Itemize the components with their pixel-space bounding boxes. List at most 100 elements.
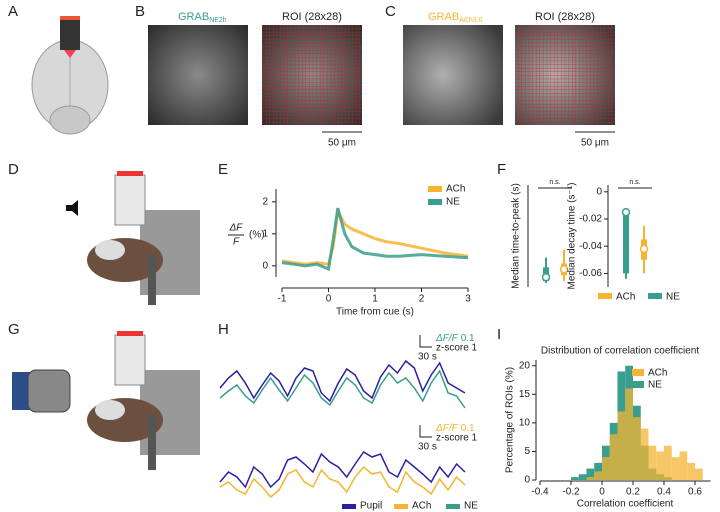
bar — [602, 457, 610, 480]
x-tick-label: 0.4 — [657, 487, 671, 498]
panel-label: I — [497, 326, 501, 343]
image-title: ROI (28x28) — [282, 11, 342, 23]
brain-illustration — [31, 16, 109, 135]
legend-label: NE — [666, 292, 680, 303]
y-label-unit: (%) — [249, 230, 265, 241]
y-tick-label: -0.02 — [579, 214, 602, 225]
legend-label: NE — [464, 501, 478, 512]
panel-label: A — [8, 3, 18, 20]
bar — [594, 471, 602, 480]
bar — [695, 468, 703, 480]
y-axis-label: Median time-to-peak (s) — [511, 183, 522, 289]
scale-bar — [419, 425, 432, 438]
legend-swatch — [446, 504, 460, 509]
legend-label: ACh — [412, 501, 431, 512]
scale-label: 30 s — [418, 442, 437, 453]
y-tick-label: 2 — [262, 196, 268, 207]
bar — [586, 477, 595, 480]
scale-label: 50 μm — [581, 138, 609, 149]
legend-swatch — [632, 381, 644, 388]
x-tick-label: 0 — [599, 487, 605, 498]
line — [281, 206, 469, 266]
y-axis-label: Percentage of ROIs (%) — [505, 367, 516, 473]
scale-label: ΔF/F 0.1 — [435, 333, 475, 344]
scale-label: 50 μm — [328, 138, 356, 149]
trace — [219, 369, 466, 409]
y-tick-label: 0 — [596, 186, 602, 197]
y-tick-label: -0.06 — [579, 268, 602, 279]
legend-swatch — [648, 293, 662, 299]
x-tick-label: 0 — [326, 294, 332, 305]
x-tick-label: -0.4 — [531, 487, 549, 498]
panel-label: B — [135, 3, 145, 20]
median — [559, 265, 569, 274]
roi-grid — [262, 25, 362, 125]
y-label-den: F — [233, 237, 240, 248]
chart-title: Distribution of correlation coefficient — [541, 346, 699, 357]
x-tick-label: 0.2 — [626, 487, 640, 498]
y-tick-label: 0 — [262, 260, 268, 271]
panel-label: C — [385, 3, 396, 20]
median — [541, 272, 551, 282]
annotation: n.s. — [629, 179, 640, 186]
x-axis-label: Time from cue (s) — [336, 307, 414, 318]
y-tick-label: 0 — [524, 475, 530, 486]
bar — [633, 417, 641, 480]
x-tick-label: 0.6 — [688, 487, 702, 498]
bar — [578, 474, 587, 480]
bar — [648, 445, 657, 480]
image-title: GRABNE2h — [178, 11, 227, 24]
scale-dff-value: 0.1 — [461, 333, 475, 344]
legend-swatch — [342, 504, 356, 509]
legend-label: Pupil — [360, 501, 382, 512]
x-tick-label: 3 — [465, 294, 471, 305]
y-label-num: ΔF — [229, 223, 244, 234]
y-tick-label: 15 — [519, 389, 531, 400]
trace — [219, 465, 466, 499]
scale-label: z-score 1 — [436, 343, 478, 354]
x-axis-label: Correlation coefficient — [577, 499, 674, 510]
image-ach — [403, 25, 503, 125]
mouse-illustration — [66, 171, 200, 305]
bar — [671, 457, 680, 480]
bar — [586, 468, 595, 480]
legend-label: ACh — [616, 292, 635, 303]
box — [623, 209, 629, 274]
annotation: n.s. — [549, 179, 560, 186]
bar — [640, 428, 649, 480]
panel-label: E — [218, 161, 228, 178]
bar — [656, 451, 664, 480]
median — [639, 244, 649, 254]
legend-label: NE — [648, 380, 662, 391]
scale-dff: ΔF/F — [435, 333, 459, 344]
legend-label: ACh — [648, 368, 667, 379]
legend-label: ACh — [446, 184, 465, 195]
trace — [219, 451, 466, 489]
panel-label: G — [8, 321, 20, 338]
panel-label: D — [8, 161, 19, 178]
legend-swatch — [428, 186, 442, 192]
bar — [617, 411, 626, 480]
bar — [571, 477, 579, 480]
scale-dff: ΔF/F — [435, 423, 459, 434]
bar — [625, 388, 633, 480]
x-tick-label: -0.2 — [562, 487, 580, 498]
y-tick-label: -0.04 — [579, 241, 602, 252]
panel-label: F — [497, 161, 506, 178]
mouse-illustration — [12, 331, 200, 470]
y-tick-label: 20 — [519, 360, 531, 371]
legend-swatch — [632, 369, 644, 376]
median — [621, 207, 631, 217]
bar — [687, 462, 695, 480]
scale-label: 30 s — [418, 352, 437, 363]
y-tick-label: 5 — [524, 446, 530, 457]
bar — [679, 451, 688, 480]
bar — [609, 434, 618, 480]
legend-swatch — [598, 293, 612, 299]
image-title: GRABACh3.0 — [428, 11, 483, 24]
y-axis-label: Median decay time (s⁻¹) — [567, 183, 578, 290]
bar — [664, 445, 672, 480]
scale-label: z-score 1 — [436, 433, 478, 444]
legend-swatch — [428, 199, 442, 205]
